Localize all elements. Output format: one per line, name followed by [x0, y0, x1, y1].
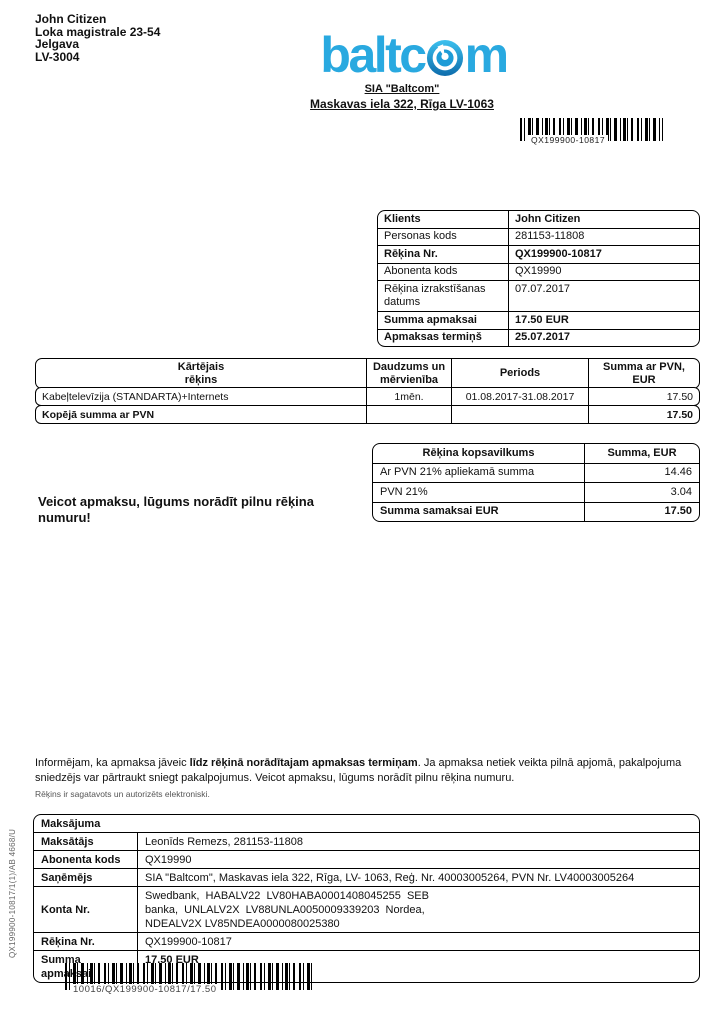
services-header-name: Kārtējais rēķins — [36, 359, 367, 388]
payment-row-label: Konta Nr. — [34, 887, 138, 932]
electronic-invoice-note: Rēķins ir sagatavots un autorizēts elekt… — [35, 789, 210, 799]
payment-row-label: Abonenta kods — [34, 851, 138, 868]
table-row: Rēķina izrakstīšanas datums 07.07.2017 — [378, 280, 699, 311]
client-row-label: Klients — [378, 211, 509, 228]
info-text-bold: līdz rēķinā norādītajam apmaksas termiņa… — [189, 757, 418, 769]
payment-barcode-bottom-label: 10016/QX199900-10817/17.50 — [70, 984, 220, 995]
client-row-value: QX19990 — [515, 265, 562, 277]
sender-street: Loka magistrale 23-54 — [35, 24, 161, 39]
invoice-barcode-top-label: QX199900-10817 — [528, 135, 609, 145]
payment-table-title: Maksājuma — [41, 817, 101, 830]
client-row-value: QX199900-10817 — [515, 247, 602, 260]
invoice-summary-table: Rēķina kopsavilkums Summa, EUR Ar PVN 21… — [372, 443, 700, 522]
table-row: Apmaksas termiņš 25.07.2017 — [378, 328, 699, 346]
table-row: Abonenta kods QX19990 — [378, 262, 699, 280]
services-header-amount: Summa ar PVN, EUR — [603, 360, 685, 386]
payment-row-value: Leonīds Remezs, 281153-11808 — [145, 835, 303, 848]
payment-row-label: Maksātājs — [34, 833, 138, 850]
services-header-period: Periods — [452, 359, 589, 388]
summary-row-label: Summa samaksai EUR — [373, 502, 585, 521]
table-row: Konta Nr. Swedbank, HABALV22 LV80HABA000… — [34, 886, 699, 932]
table-row: Rēķina Nr. QX199900-10817 — [34, 932, 699, 950]
table-row: Summa apmaksai 17.50 EUR — [378, 311, 699, 329]
info-block: Informējam, ka apmaksa jāveic līdz rēķin… — [35, 756, 705, 799]
client-row-label: Rēķina Nr. — [378, 246, 509, 263]
client-row-label: Rēķina izrakstīšanas datums — [378, 281, 509, 311]
company-header: SIA "Baltcom" Maskavas iela 322, Rīga LV… — [252, 83, 552, 111]
sender-name: John Citizen — [35, 12, 107, 26]
invoice-barcode-top: QX199900-10817 — [520, 118, 663, 145]
client-row-value: 25.07.2017 — [515, 331, 571, 343]
client-row-label: Abonenta kods — [378, 263, 509, 280]
service-period: 01.08.2017-31.08.2017 — [452, 388, 589, 405]
payment-row-value: 17.50 EUR — [145, 953, 199, 966]
table-row: Klients John Citizen — [378, 211, 699, 228]
payment-row-value: QX199900-10817 — [145, 935, 232, 948]
client-row-value: 07.07.2017 — [515, 282, 571, 295]
summary-row-label: Ar PVN 21% apliekamā summa — [373, 463, 585, 482]
client-row-value: John Citizen — [515, 212, 581, 225]
services-total-label: Kopējā summa ar PVN — [36, 406, 367, 423]
table-row: Maksātājs Leonīds Remezs, 281153-11808 — [34, 832, 699, 850]
services-total-period — [452, 406, 589, 423]
summary-header-label: Rēķina kopsavilkums — [373, 444, 585, 463]
services-table-row: Kabeļtelevīzija (STANDARTA)+Internets 1m… — [35, 387, 700, 406]
info-text-post: . Ja apmaksa netiek veikta pilnā apjomā,… — [35, 757, 682, 784]
payment-details-table: Maksājuma Maksātājs Leonīds Remezs, 2811… — [33, 814, 700, 983]
client-row-value: 17.50 EUR — [515, 313, 569, 326]
summary-row-value: 14.46 — [664, 466, 692, 478]
payment-row-value: SIA "Baltcom", Maskavas iela 322, Rīga, … — [145, 871, 635, 884]
client-row-label: Apmaksas termiņš — [378, 329, 509, 346]
services-table-header: Kārtējais rēķins Daudzums un mērvienība … — [35, 358, 700, 389]
client-info-table: Klients John Citizen Personas kods 28115… — [377, 210, 700, 347]
table-row: Abonenta kods QX19990 — [34, 850, 699, 868]
services-table-total-row: Kopējā summa ar PVN 17.50 — [35, 405, 700, 424]
payment-barcode-bottom: 10016/QX199900-10817/17.50 — [65, 963, 315, 995]
sender-postcode: LV-3004 — [35, 49, 80, 64]
summary-row-value: 17.50 — [664, 505, 692, 517]
summary-row-label: PVN 21% — [373, 483, 585, 502]
baltcom-logo: baltc m — [306, 26, 521, 84]
client-row-value: 281153-11808 — [515, 230, 585, 242]
services-total-qty — [367, 406, 452, 423]
payment-table-title-row: Maksājuma — [34, 815, 699, 832]
payment-row-value: QX19990 — [145, 853, 192, 866]
payment-terms-paragraph: Informējam, ka apmaksa jāveic līdz rēķin… — [35, 756, 705, 785]
side-reference-note: QX199900-10817/1(1)/AB 4668/U — [8, 828, 17, 958]
logo-eye-icon — [426, 39, 463, 77]
table-row: PVN 21% 3.04 — [373, 482, 699, 502]
service-name: Kabeļtelevīzija (STANDARTA)+Internets — [36, 388, 367, 405]
table-row: Summa samaksai EUR 17.50 — [373, 501, 699, 521]
company-name: SIA "Baltcom" — [364, 83, 440, 95]
info-text-pre: Informējam, ka apmaksa jāveic — [35, 757, 190, 769]
service-qty: 1mēn. — [367, 388, 452, 405]
table-row: Rēķina Nr. QX199900-10817 — [378, 245, 699, 263]
table-row: Rēķina kopsavilkums Summa, EUR — [373, 444, 699, 463]
table-row: Personas kods 281153-11808 — [378, 227, 699, 245]
service-amount: 17.50 — [666, 390, 693, 403]
services-header-qty: Daudzums un mērvienība — [367, 359, 452, 388]
summary-header-value: Summa, EUR — [607, 446, 677, 459]
table-row: Ar PVN 21% apliekamā summa 14.46 — [373, 462, 699, 482]
client-row-label: Personas kods — [378, 228, 509, 245]
table-row: Saņēmējs SIA "Baltcom", Maskavas iela 32… — [34, 868, 699, 886]
payment-reference-note: Veicot apmaksu, lūgums norādīt pilnu rēķ… — [38, 494, 314, 525]
sender-address-block: John Citizen Loka magistrale 23-54 Jelga… — [35, 13, 160, 63]
payment-row-label: Rēķina Nr. — [34, 933, 138, 950]
logo-text-pre: baltc — [320, 27, 427, 83]
payment-row-label: Saņēmējs — [34, 869, 138, 886]
services-total-amount: 17.50 — [666, 408, 693, 421]
client-row-label: Summa apmaksai — [378, 312, 509, 329]
sender-city: Jelgava — [35, 37, 80, 51]
company-address: Maskavas iela 322, Rīga LV-1063 — [310, 97, 494, 111]
logo-text-post: m — [464, 27, 509, 83]
summary-row-value: 3.04 — [670, 485, 692, 498]
payment-row-value: Swedbank, HABALV22 LV80HABA0001408045255… — [145, 889, 429, 930]
